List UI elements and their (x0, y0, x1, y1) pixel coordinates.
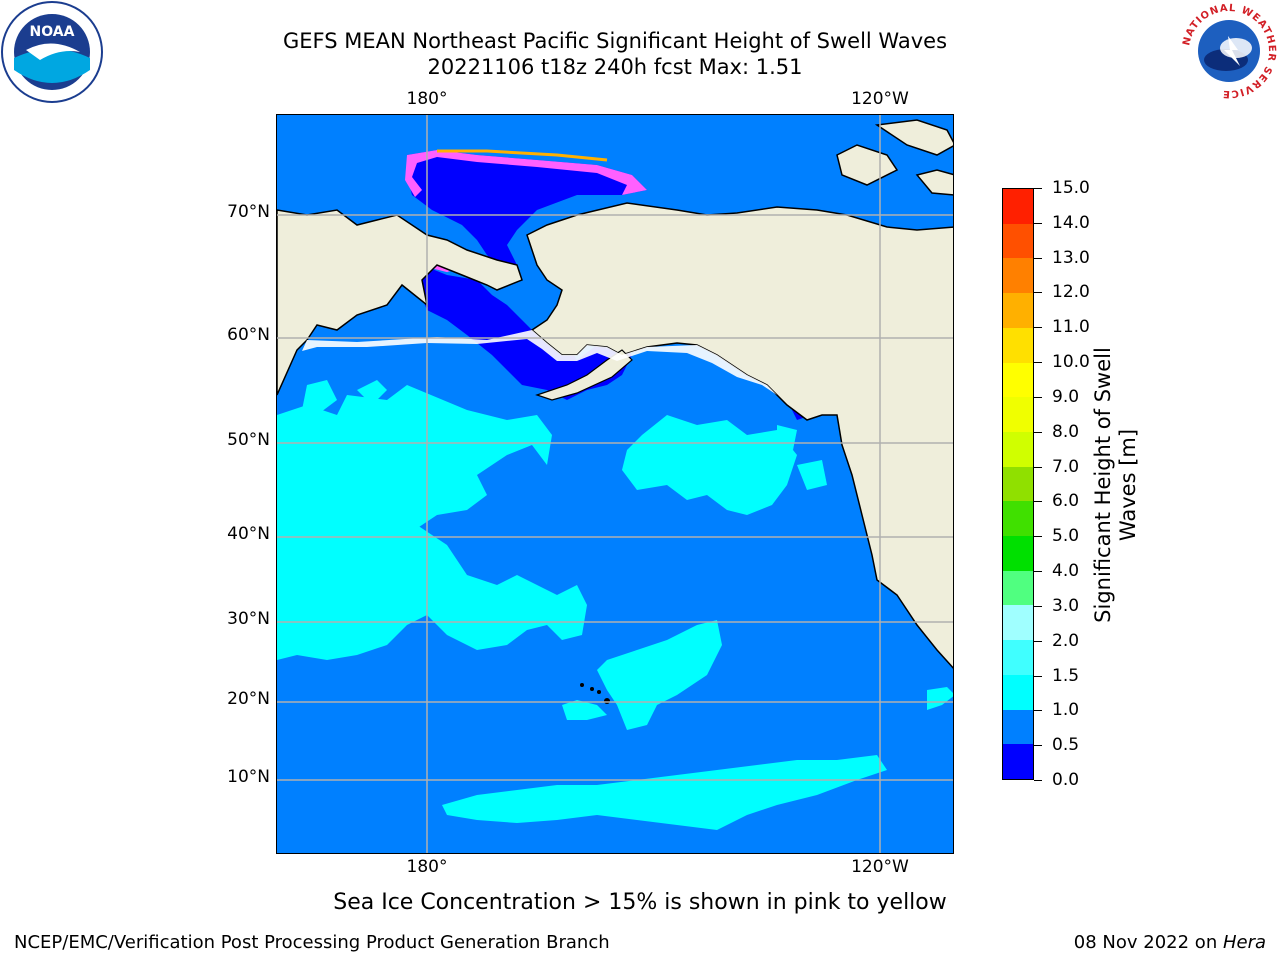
map-canvas (277, 115, 953, 853)
colorbar-segment (1003, 570, 1033, 606)
colorbar-tick (1034, 222, 1042, 224)
colorbar-segment (1003, 640, 1033, 675)
lat-label-20n: 20°N (227, 689, 270, 709)
colorbar-segment (1003, 709, 1033, 745)
colorbar-tick-label: 1.0 (1052, 700, 1080, 721)
colorbar-segment (1003, 536, 1033, 571)
colorbar-tick (1034, 780, 1042, 781)
colorbar-tick (1034, 257, 1042, 259)
colorbar-segment (1003, 431, 1033, 467)
colorbar-tick-label: 14.0 (1052, 212, 1090, 233)
colorbar-tick-label: 0.0 (1052, 770, 1080, 790)
colorbar-segment (1003, 189, 1033, 224)
colorbar-segment (1003, 674, 1033, 710)
lat-label-10n: 10°N (227, 767, 270, 787)
colorbar-tick-label: 1.5 (1052, 665, 1080, 686)
colorbar-tick (1034, 675, 1042, 677)
colorbar-segment (1003, 362, 1033, 398)
sea-ice-footnote: Sea Ice Concentration > 15% is shown in … (333, 890, 947, 915)
colorbar-segment (1003, 605, 1033, 641)
colorbar-segment (1003, 293, 1033, 328)
lat-label-30n: 30°N (227, 609, 270, 629)
colorbar-title-line2: Waves [m] (1116, 428, 1140, 542)
colorbar-segment (1003, 223, 1033, 259)
colorbar-tick-label: 5.0 (1052, 526, 1080, 547)
colorbar-tick (1034, 605, 1042, 607)
lat-label-70n: 70°N (227, 202, 270, 222)
land-arctic-islands (836, 119, 953, 196)
colorbar-tick (1034, 571, 1042, 573)
colorbar-tick-label: 10.0 (1052, 352, 1090, 373)
colorbar-tick-label: 6.0 (1052, 491, 1080, 512)
nws-logo: NATIONAL WEATHER SERVICE (1180, 2, 1278, 100)
colorbar-tick (1034, 292, 1042, 294)
colorbar-tick-label: 12.0 (1052, 282, 1090, 303)
colorbar-segment (1003, 501, 1033, 537)
colorbar-segment (1003, 258, 1033, 294)
colorbar-tick-label: 3.0 (1052, 595, 1080, 616)
colorbar-tick (1034, 188, 1042, 189)
colorbar (1002, 188, 1034, 780)
map-gridlines (277, 115, 953, 853)
colorbar-tick (1034, 466, 1042, 468)
colorbar-tick-label: 8.0 (1052, 421, 1080, 442)
colorbar-tick-label: 9.0 (1052, 386, 1080, 407)
land-asia (277, 209, 523, 396)
colorbar-tick-label: 11.0 (1052, 317, 1090, 338)
top-lon-label-120w: 120°W (851, 89, 909, 109)
credit-text: NCEP/EMC/Verification Post Processing Pr… (14, 932, 610, 953)
colorbar-tick (1034, 396, 1042, 398)
colorbar-tick (1034, 327, 1042, 329)
colorbar-tick-label: 2.0 (1052, 630, 1080, 651)
date-prefix: 08 Nov 2022 on (1073, 932, 1223, 953)
colorbar-segment (1003, 397, 1033, 432)
date-text: 08 Nov 2022 on Hera (1074, 932, 1266, 953)
colorbar-segment (1003, 744, 1033, 779)
colorbar-tick-label: 7.0 (1052, 456, 1080, 477)
bottom-lon-label-180: 180° (406, 857, 448, 877)
colorbar-tick (1034, 710, 1042, 712)
lat-label-50n: 50°N (227, 430, 270, 450)
colorbar-segment (1003, 327, 1033, 363)
bottom-lon-label-120w: 120°W (851, 857, 909, 877)
colorbar-tick (1034, 745, 1042, 747)
colorbar-tick (1034, 362, 1042, 364)
top-lon-label-180: 180° (406, 89, 448, 109)
colorbar-segment (1003, 466, 1033, 502)
map-subtitle: 20221106 t18z 240h fcst Max: 1.51 (427, 55, 803, 79)
colorbar-title: Significant Height of Swell Waves [m] (1091, 320, 1141, 650)
colorbar-tick-label: 13.0 (1052, 247, 1090, 268)
noaa-wordmark: NOAA (30, 24, 75, 40)
colorbar-tick (1034, 431, 1042, 433)
date-host: Hera (1222, 932, 1266, 953)
colorbar-tick (1034, 536, 1042, 538)
lat-label-40n: 40°N (227, 524, 270, 544)
no-data-band (302, 330, 777, 395)
map-title: GEFS MEAN Northeast Pacific Significant … (282, 29, 948, 53)
map-panel (276, 114, 954, 854)
colorbar-tick (1034, 501, 1042, 503)
colorbar-title-line1: Significant Height of Swell (1091, 347, 1115, 623)
lat-label-60n: 60°N (227, 325, 270, 345)
colorbar-tick-label: 15.0 (1052, 178, 1090, 198)
colorbar-tick-label: 4.0 (1052, 561, 1080, 582)
noaa-logo: NOAA (1, 1, 103, 103)
colorbar-tick (1034, 640, 1042, 642)
colorbar-tick-label: 0.5 (1052, 735, 1080, 756)
